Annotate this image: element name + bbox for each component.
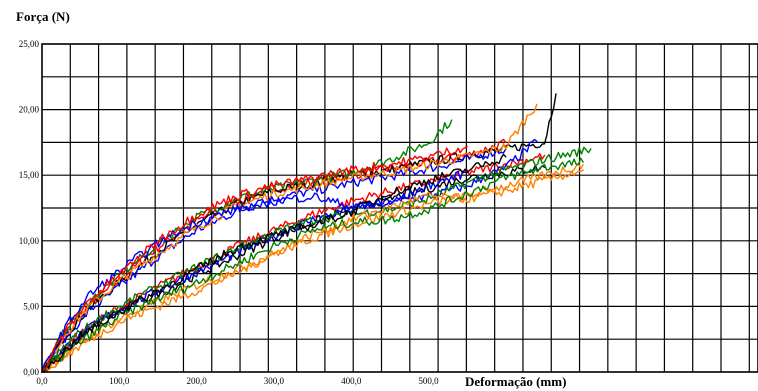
x-tick-label: 500,0 (418, 376, 439, 386)
y-axis-title: Força (N) (16, 9, 70, 24)
y-tick-labels: 0,00 5,00 10,00 15,00 20,00 25,00 (19, 39, 40, 377)
data-series (41, 93, 592, 373)
series-line-10 (41, 163, 584, 373)
plot-grid (42, 44, 758, 372)
series-line-5 (41, 103, 538, 373)
y-tick-label: 25,00 (19, 39, 40, 49)
x-tick-label: 200,0 (186, 376, 207, 386)
series-line-1 (41, 138, 507, 373)
series-line-13 (41, 170, 468, 373)
series-line-2 (41, 93, 557, 373)
series-line-8 (41, 138, 538, 373)
y-tick-label: 0,00 (23, 367, 39, 377)
x-tick-label: 100,0 (109, 376, 130, 386)
y-tick-label: 20,00 (19, 105, 40, 115)
series-line-14 (41, 153, 507, 373)
x-tick-label: 300,0 (264, 376, 285, 386)
x-tick-labels: 0,0 100,0 200,0 300,0 400,0 500,0 (36, 376, 439, 386)
y-tick-label: 5,00 (23, 301, 39, 311)
x-tick-label: 400,0 (341, 376, 362, 386)
series-line-12 (41, 157, 584, 373)
series-line-11 (41, 169, 584, 373)
series-line-3 (41, 148, 507, 373)
y-tick-label: 10,00 (19, 236, 40, 246)
y-tick-label: 15,00 (19, 170, 40, 180)
plot-frame (41, 43, 758, 373)
x-tick-label: 0,0 (36, 376, 48, 386)
x-axis-title: Deformação (mm) (465, 374, 566, 389)
series-line-15 (41, 145, 468, 373)
